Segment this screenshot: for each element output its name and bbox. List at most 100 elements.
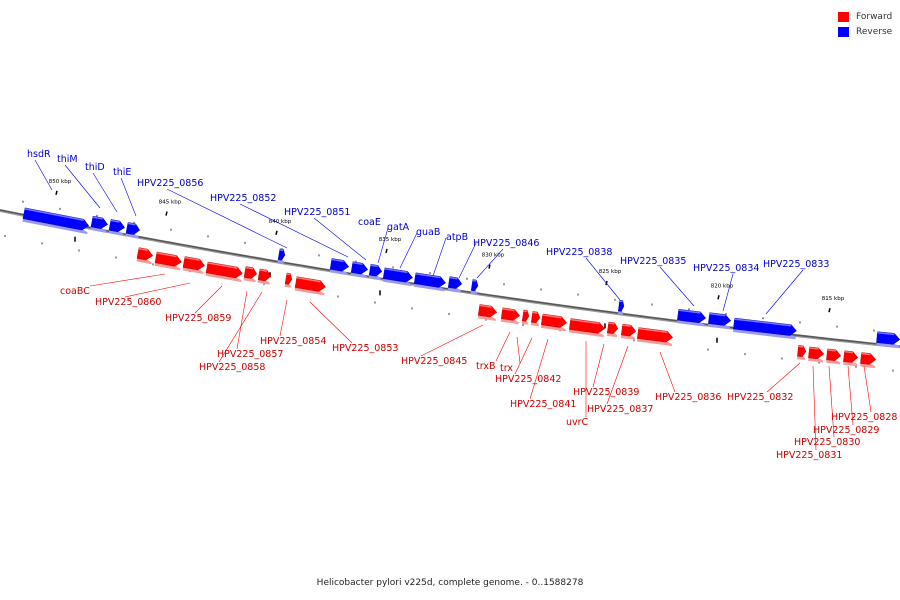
leader-line: [432, 237, 447, 277]
gene-body: [876, 331, 900, 345]
gene-arrow: [277, 248, 286, 264]
gene-body: [637, 327, 674, 343]
gene-body: [618, 299, 625, 312]
major-tick: [385, 248, 388, 254]
gene-body: [621, 323, 637, 337]
gene-body: [500, 307, 521, 321]
gene-arrow: [843, 350, 859, 367]
gene-arrow: [243, 266, 258, 283]
leader-line: [585, 257, 621, 301]
gene-body: [22, 207, 90, 231]
gene-arrow: [22, 207, 90, 235]
gene-body: [154, 251, 182, 267]
gene-label-forward: HPV225_0828: [831, 412, 897, 423]
gene-body: [125, 222, 141, 235]
gene-arrow: [413, 272, 446, 292]
gene-label-reverse: gatA: [387, 222, 410, 233]
gene-arrow: [108, 219, 126, 236]
major-tick: [165, 211, 168, 216]
gene-label-reverse: HPV225_0846: [473, 238, 539, 249]
gene-label-forward: coaBC: [60, 286, 90, 297]
scale-label: 825 kbp: [599, 269, 622, 275]
gene-body: [350, 261, 369, 275]
major-tick: [717, 295, 720, 300]
leader-line: [92, 172, 118, 213]
leader-line: [659, 266, 695, 307]
leader-line: [236, 290, 248, 350]
gene-arrow: [826, 348, 842, 365]
leader-line: [765, 269, 804, 315]
scale-label: 815 kbp: [822, 296, 845, 302]
leader-line: [64, 164, 101, 209]
reverse-swatch: [838, 26, 849, 37]
leader-line: [847, 365, 854, 426]
gene-arrow: [707, 312, 732, 330]
leader-line: [722, 273, 734, 312]
gene-body: [541, 313, 568, 328]
leader-line: [279, 299, 288, 337]
legend-forward: Forward: [838, 9, 892, 24]
leader-line: [89, 273, 166, 287]
gene-label-forward: HPV225_0832: [727, 392, 793, 403]
gene-label-forward: HPV225_0845: [401, 356, 467, 367]
gene-label-forward: HPV225_0860: [95, 297, 161, 308]
major-tick: [55, 190, 58, 196]
leader-line: [458, 242, 477, 279]
gene-label-reverse: HPV225_0834: [693, 263, 759, 274]
gene-label-reverse: HPV225_0852: [210, 193, 276, 204]
gene-arrow: [876, 331, 900, 348]
leader-line: [495, 331, 511, 362]
leader-line: [514, 337, 533, 375]
scale-label: 850 kbp: [49, 179, 72, 185]
leader-line: [529, 338, 549, 400]
gene-arrow: [606, 321, 619, 338]
gene-body: [243, 266, 258, 279]
gene-arrow: [636, 327, 674, 346]
gene-body: [733, 317, 797, 336]
leader-line: [420, 324, 484, 357]
gene-label-reverse: thiM: [57, 154, 78, 165]
gene-body: [447, 276, 463, 289]
gene-body: [257, 268, 272, 282]
gene-body: [826, 348, 842, 361]
gene-body: [607, 321, 619, 334]
leader-line: [377, 227, 389, 264]
gene-label-forward: trxB: [476, 361, 496, 372]
gene-arrow: [182, 256, 205, 275]
leader-line: [166, 188, 288, 249]
leader-line: [516, 336, 521, 364]
gene-label-forward: HPV225_0829: [813, 425, 879, 436]
gene-arrow: [797, 345, 807, 361]
gene-label-reverse: thiE: [113, 167, 131, 178]
leader-line: [606, 345, 629, 405]
gene-label-reverse: HPV225_0838: [546, 247, 612, 258]
gene-arrow: [257, 268, 272, 285]
gene-body: [470, 279, 479, 292]
gene-body: [136, 247, 154, 261]
gene-arrow: [617, 299, 625, 315]
leader-line: [124, 282, 191, 298]
leader-line: [659, 351, 676, 393]
leader-line: [399, 232, 418, 269]
gene-body: [843, 350, 859, 363]
gene-label-reverse: coaE: [358, 217, 381, 228]
leader-line: [766, 362, 801, 393]
major-tick: [275, 230, 278, 236]
gene-arrow: [733, 317, 797, 340]
leader-line: [120, 177, 137, 217]
gene-body: [205, 261, 243, 279]
legend-reverse-label: Reverse: [856, 26, 893, 37]
gene-arrow: [477, 304, 498, 321]
gene-arrow: [521, 309, 530, 325]
gene-body: [808, 346, 825, 360]
gene-body: [329, 258, 350, 272]
leader-line: [812, 365, 817, 451]
leader-line: [309, 301, 353, 344]
gene-body: [294, 276, 326, 292]
legend-forward-label: Forward: [856, 11, 893, 22]
gene-label-forward: HPV225_0842: [495, 374, 561, 385]
gene-arrow: [136, 247, 154, 265]
gene-body: [90, 215, 109, 229]
leader-line: [218, 291, 263, 363]
